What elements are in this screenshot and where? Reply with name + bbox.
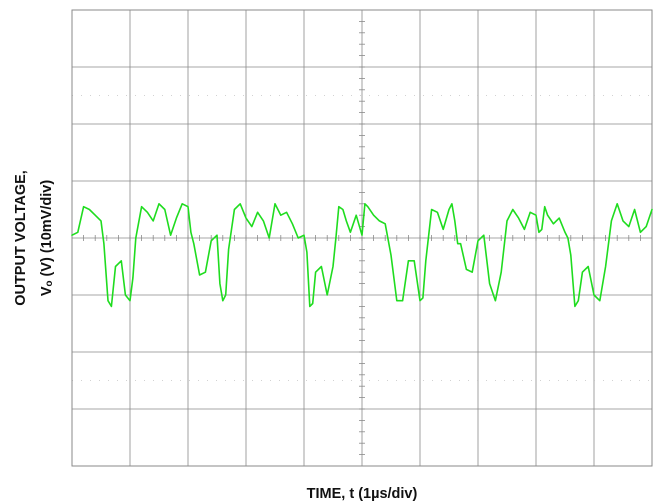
grid	[71, 9, 653, 467]
y-axis-title-line-2: Vₒ (V) (10mV/div)	[39, 180, 55, 297]
x-axis-title: TIME, t (1µs/div)	[307, 486, 418, 502]
y-axis-title-line-1: OUTPUT VOLTAGE,	[13, 170, 29, 306]
waveform-trace-group	[71, 203, 653, 308]
waveform-trace	[71, 203, 653, 308]
plot-frame	[71, 9, 653, 467]
